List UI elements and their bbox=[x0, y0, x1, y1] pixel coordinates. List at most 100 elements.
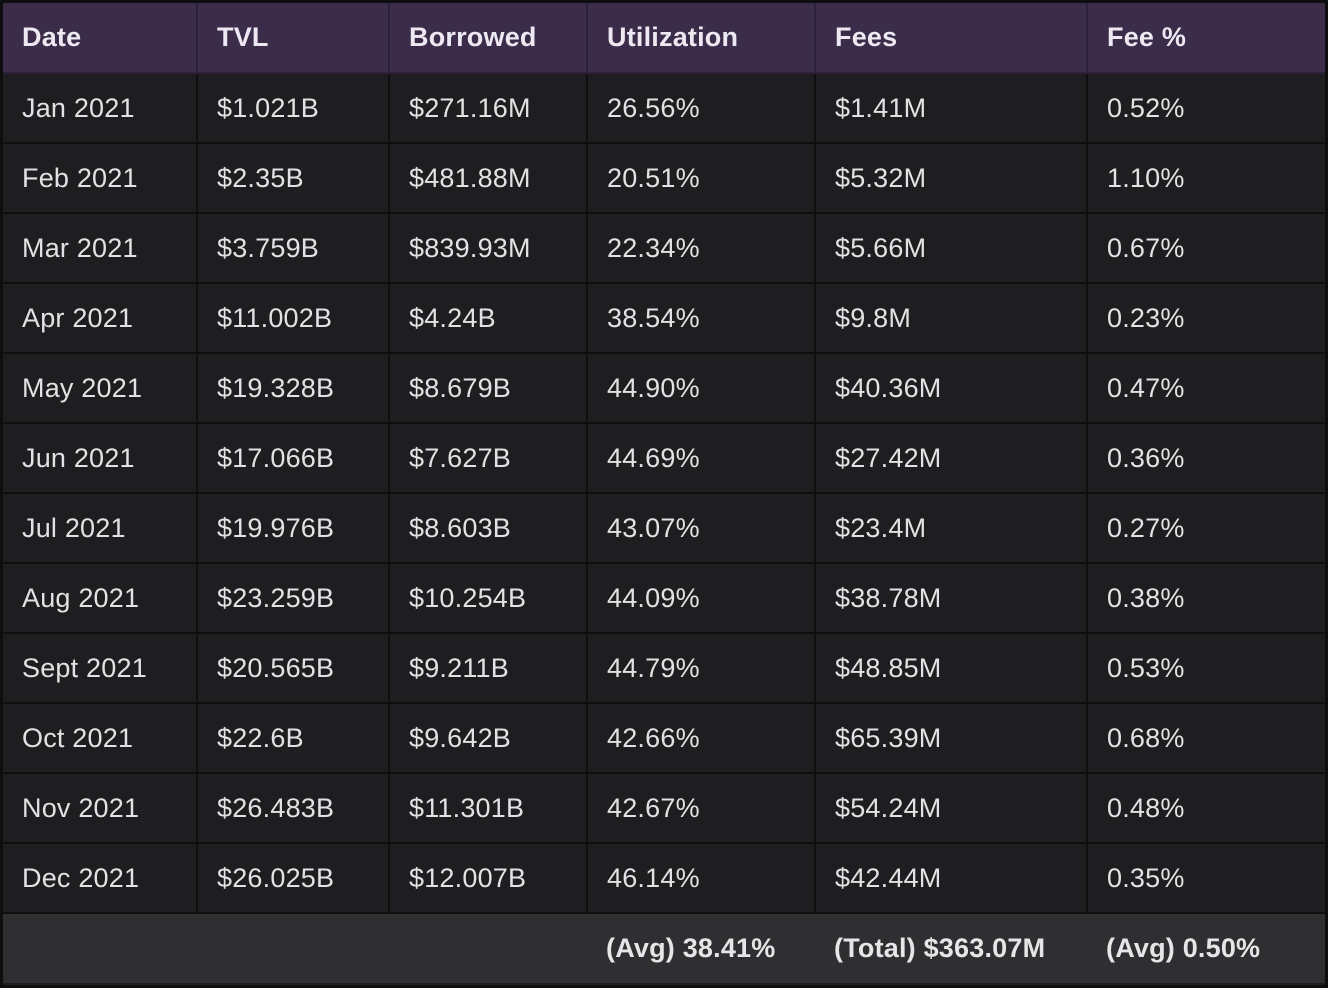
cell-fee-pct: 0.48% bbox=[1087, 773, 1325, 844]
table-row: Jun 2021 $17.066B $7.627B 44.69% $27.42M 0.36… bbox=[3, 423, 1325, 494]
cell-borrowed: $4.24B bbox=[389, 283, 588, 354]
cell-fees: $48.85M bbox=[815, 633, 1088, 704]
cell-fees: $27.42M bbox=[815, 423, 1088, 494]
cell-fee-pct: 0.47% bbox=[1087, 353, 1325, 424]
cell-utilization: 44.79% bbox=[587, 633, 816, 704]
cell-fee-pct: 0.67% bbox=[1087, 213, 1325, 284]
cell-borrowed: $9.642B bbox=[389, 703, 588, 774]
cell-borrowed: $271.16M bbox=[389, 73, 588, 144]
cell-tvl: $3.759B bbox=[197, 213, 390, 284]
monthly-metrics-table: Date TVL Borrowed Utilization Fees Fee %… bbox=[3, 3, 1325, 983]
cell-fees: $1.41M bbox=[815, 73, 1088, 144]
cell-tvl: $2.35B bbox=[197, 143, 390, 214]
cell-borrowed: $8.603B bbox=[389, 493, 588, 564]
column-header-date: Date bbox=[3, 3, 198, 74]
table-row: Dec 2021 $26.025B $12.007B 46.14% $42.44M 0.3… bbox=[3, 843, 1325, 914]
cell-fee-pct: 0.23% bbox=[1087, 283, 1325, 354]
summary-empty-cell bbox=[3, 913, 197, 983]
cell-date: Sept 2021 bbox=[3, 633, 198, 704]
cell-tvl: $1.021B bbox=[197, 73, 390, 144]
cell-fee-pct: 0.68% bbox=[1087, 703, 1325, 774]
cell-borrowed: $839.93M bbox=[389, 213, 588, 284]
cell-borrowed: $9.211B bbox=[389, 633, 588, 704]
cell-fee-pct: 0.35% bbox=[1087, 843, 1325, 914]
cell-tvl: $19.328B bbox=[197, 353, 390, 424]
cell-date: May 2021 bbox=[3, 353, 198, 424]
cell-utilization: 43.07% bbox=[587, 493, 816, 564]
cell-date: Apr 2021 bbox=[3, 283, 198, 354]
cell-tvl: $26.483B bbox=[197, 773, 390, 844]
cell-fees: $40.36M bbox=[815, 353, 1088, 424]
table-row: Nov 2021 $26.483B $11.301B 42.67% $54.24M 0.4… bbox=[3, 773, 1325, 844]
cell-fees: $5.32M bbox=[815, 143, 1088, 214]
cell-fees: $54.24M bbox=[815, 773, 1088, 844]
summary-utilization-avg: (Avg) 38.41% bbox=[587, 913, 815, 983]
cell-date: Jun 2021 bbox=[3, 423, 198, 494]
cell-utilization: 44.09% bbox=[587, 563, 816, 634]
cell-fees: $5.66M bbox=[815, 213, 1088, 284]
cell-fees: $42.44M bbox=[815, 843, 1088, 914]
cell-date: Feb 2021 bbox=[3, 143, 198, 214]
cell-fee-pct: 0.53% bbox=[1087, 633, 1325, 704]
cell-date: Dec 2021 bbox=[3, 843, 198, 914]
cell-tvl: $26.025B bbox=[197, 843, 390, 914]
table-row: Aug 2021 $23.259B $10.254B 44.09% $38.78M 0.3… bbox=[3, 563, 1325, 634]
cell-utilization: 20.51% bbox=[587, 143, 816, 214]
cell-tvl: $23.259B bbox=[197, 563, 390, 634]
cell-date: Aug 2021 bbox=[3, 563, 198, 634]
header-row: Date TVL Borrowed Utilization Fees Fee % bbox=[3, 3, 1325, 74]
cell-tvl: $20.565B bbox=[197, 633, 390, 704]
table-row: Feb 2021 $2.35B $481.88M 20.51% $5.32M 1.10% bbox=[3, 143, 1325, 214]
cell-utilization: 44.69% bbox=[587, 423, 816, 494]
cell-fees: $65.39M bbox=[815, 703, 1088, 774]
table-header: Date TVL Borrowed Utilization Fees Fee % bbox=[3, 3, 1325, 74]
cell-utilization: 38.54% bbox=[587, 283, 816, 354]
cell-fees: $38.78M bbox=[815, 563, 1088, 634]
cell-fee-pct: 0.27% bbox=[1087, 493, 1325, 564]
cell-date: Jan 2021 bbox=[3, 73, 198, 144]
cell-date: Jul 2021 bbox=[3, 493, 198, 564]
cell-fee-pct: 1.10% bbox=[1087, 143, 1325, 214]
cell-fee-pct: 0.52% bbox=[1087, 73, 1325, 144]
summary-fees-total: (Total) $363.07M bbox=[815, 913, 1087, 983]
cell-tvl: $17.066B bbox=[197, 423, 390, 494]
summary-empty-cell bbox=[197, 913, 389, 983]
table-row: Mar 2021 $3.759B $839.93M 22.34% $5.66M 0.67% bbox=[3, 213, 1325, 284]
column-header-fees: Fees bbox=[815, 3, 1088, 74]
cell-fee-pct: 0.38% bbox=[1087, 563, 1325, 634]
cell-borrowed: $7.627B bbox=[389, 423, 588, 494]
cell-date: Oct 2021 bbox=[3, 703, 198, 774]
cell-borrowed: $12.007B bbox=[389, 843, 588, 914]
cell-tvl: $19.976B bbox=[197, 493, 390, 564]
summary-row: (Avg) 38.41% (Total) $363.07M (Avg) 0.50… bbox=[3, 913, 1325, 983]
cell-fee-pct: 0.36% bbox=[1087, 423, 1325, 494]
cell-date: Nov 2021 bbox=[3, 773, 198, 844]
cell-borrowed: $481.88M bbox=[389, 143, 588, 214]
table-footer: (Avg) 38.41% (Total) $363.07M (Avg) 0.50… bbox=[3, 913, 1325, 983]
cell-date: Mar 2021 bbox=[3, 213, 198, 284]
column-header-tvl: TVL bbox=[197, 3, 390, 74]
table-body: Jan 2021 $1.021B $271.16M 26.56% $1.41M 0.52%… bbox=[3, 73, 1325, 914]
cell-borrowed: $10.254B bbox=[389, 563, 588, 634]
column-header-borrowed: Borrowed bbox=[389, 3, 588, 74]
cell-utilization: 42.66% bbox=[587, 703, 816, 774]
table-row: Jan 2021 $1.021B $271.16M 26.56% $1.41M 0.52% bbox=[3, 73, 1325, 144]
table-row: Jul 2021 $19.976B $8.603B 43.07% $23.4M 0.27% bbox=[3, 493, 1325, 564]
table-row: Sept 2021 $20.565B $9.211B 44.79% $48.85M 0.5… bbox=[3, 633, 1325, 704]
cell-utilization: 22.34% bbox=[587, 213, 816, 284]
column-header-fee-pct: Fee % bbox=[1087, 3, 1325, 74]
cell-borrowed: $8.679B bbox=[389, 353, 588, 424]
cell-utilization: 46.14% bbox=[587, 843, 816, 914]
table-row: Oct 2021 $22.6B $9.642B 42.66% $65.39M 0.68% bbox=[3, 703, 1325, 774]
cell-tvl: $11.002B bbox=[197, 283, 390, 354]
cell-tvl: $22.6B bbox=[197, 703, 390, 774]
summary-fee-pct-avg: (Avg) 0.50% bbox=[1087, 913, 1325, 983]
cell-fees: $9.8M bbox=[815, 283, 1088, 354]
cell-borrowed: $11.301B bbox=[389, 773, 588, 844]
table-row: Apr 2021 $11.002B $4.24B 38.54% $9.8M 0.23% bbox=[3, 283, 1325, 354]
table-row: May 2021 $19.328B $8.679B 44.90% $40.36M 0.47… bbox=[3, 353, 1325, 424]
cell-fees: $23.4M bbox=[815, 493, 1088, 564]
cell-utilization: 26.56% bbox=[587, 73, 816, 144]
summary-empty-cell bbox=[389, 913, 587, 983]
